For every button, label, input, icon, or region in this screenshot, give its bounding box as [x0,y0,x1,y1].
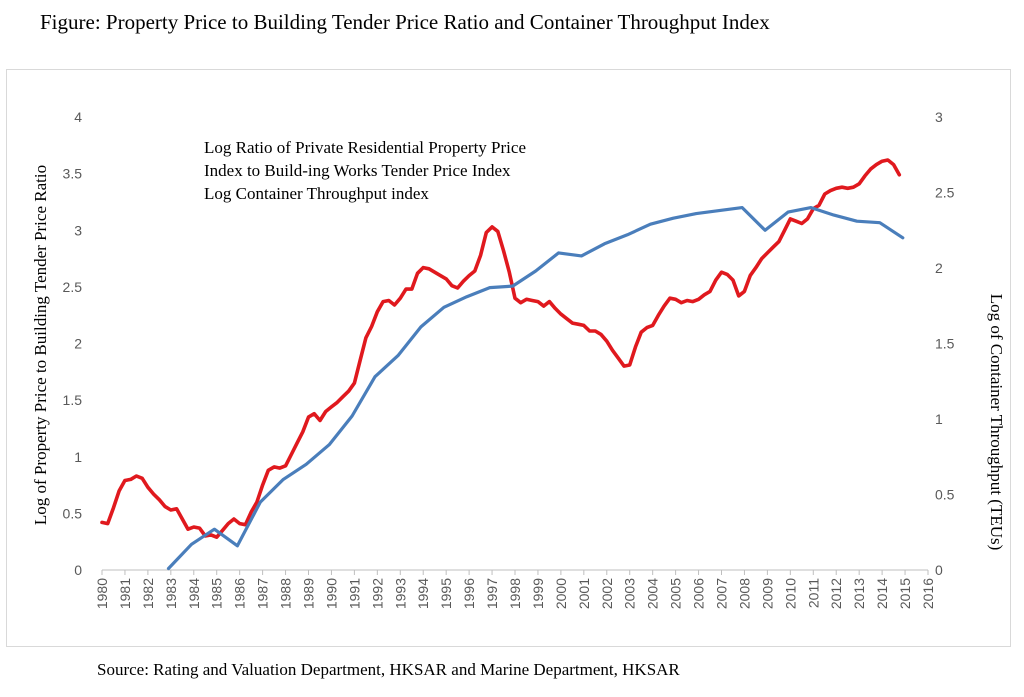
x-axis-ticks: 1980 1981 1982 1983 1984 1985 1986 1987 1988 1989… [94,570,936,609]
right-tick-label: 1.5 [935,336,955,352]
annotation-line-2: Index to Build-ing Works Tender Price In… [204,161,511,180]
left-tick-label: 0.5 [63,505,83,521]
x-tick-label: 1989 [301,578,317,609]
right-axis-ticks: 0 0.5 1 1.5 2 2.5 3 [935,109,955,578]
x-tick-label: 1985 [209,578,225,609]
left-tick-label: 0 [74,562,82,578]
right-tick-label: 0.5 [935,487,955,503]
left-tick-label: 1 [74,449,82,465]
x-tick-label: 1996 [461,578,477,609]
x-tick-label: 1998 [507,578,523,609]
x-tick-label: 2008 [736,578,752,609]
x-tick-label: 2001 [576,578,592,609]
x-tick-label: 1987 [255,578,271,609]
figure-source: Source: Rating and Valuation Department,… [97,660,680,679]
x-tick-label: 2014 [874,578,890,609]
right-axis-title: Log of Container Throughput (TEUs) [987,294,1006,551]
x-tick-label: 2011 [805,578,821,608]
container-throughput-line [166,206,905,571]
price-ratio-line [100,158,902,539]
x-tick-label: 1992 [369,578,385,609]
right-tick-label: 2 [935,260,943,276]
left-axis-ticks: 0 0.5 1 1.5 2 2.5 3 3.5 4 [63,109,83,578]
x-tick-label: 2016 [920,578,936,609]
x-tick-label: 2007 [714,578,730,609]
x-tick-label: 1993 [392,578,408,609]
x-tick-label: 1991 [346,578,362,609]
left-tick-label: 2.5 [63,279,83,295]
left-tick-label: 4 [74,109,82,125]
x-tick-label: 2013 [851,578,867,609]
right-tick-label: 0 [935,562,943,578]
x-tick-label: 1984 [186,578,202,609]
chart-annotation: Log Ratio of Private Residential Propert… [204,138,526,203]
x-tick-label: 1999 [530,578,546,609]
x-tick-label: 1983 [163,578,179,609]
figure-title: Figure: Property Price to Building Tende… [40,10,770,34]
x-tick-label: 1997 [484,578,500,609]
x-tick-label: 1994 [415,578,431,609]
x-tick-label: 2009 [759,578,775,609]
annotation-line-3: Log Container Throughput index [204,184,429,203]
x-tick-label: 1986 [232,578,248,609]
left-tick-label: 3 [74,222,82,238]
x-tick-label: 2003 [622,578,638,609]
left-tick-label: 1.5 [63,392,83,408]
x-tick-label: 2006 [691,578,707,609]
right-tick-label: 2.5 [935,185,955,201]
x-tick-label: 2004 [645,578,661,609]
x-tick-label: 2005 [668,578,684,609]
x-tick-label: 2012 [828,578,844,609]
x-tick-label: 1990 [323,578,339,609]
x-tick-label: 1995 [438,578,454,609]
chart-frame [6,69,1011,647]
x-tick-label: 2015 [897,578,913,609]
left-tick-label: 2 [74,336,82,352]
right-tick-label: 3 [935,109,943,125]
x-tick-label: 1988 [278,578,294,609]
x-tick-label: 1982 [140,578,156,609]
x-tick-label: 1981 [117,578,133,609]
series-layer [100,158,905,571]
x-tick-label: 2010 [782,578,798,609]
left-tick-label: 3.5 [63,166,83,182]
x-tick-label: 2000 [553,578,569,609]
x-tick-label: 2002 [599,578,615,609]
right-tick-label: 1 [935,411,943,427]
annotation-line-1: Log Ratio of Private Residential Propert… [204,138,526,157]
left-axis-title: Log of Property Price to Building Tender… [31,165,50,525]
x-tick-label: 1980 [94,578,110,609]
